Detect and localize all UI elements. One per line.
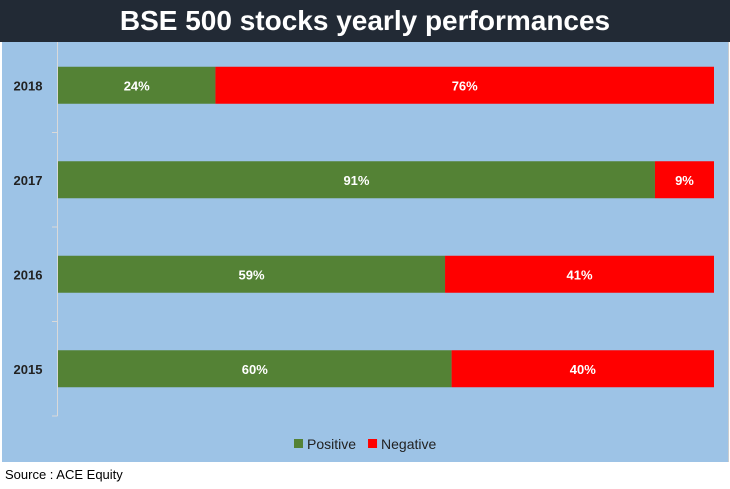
chart-title: BSE 500 stocks yearly performances — [0, 0, 730, 42]
plot-area — [2, 42, 729, 462]
source-note: Source : ACE Equity — [5, 467, 123, 482]
